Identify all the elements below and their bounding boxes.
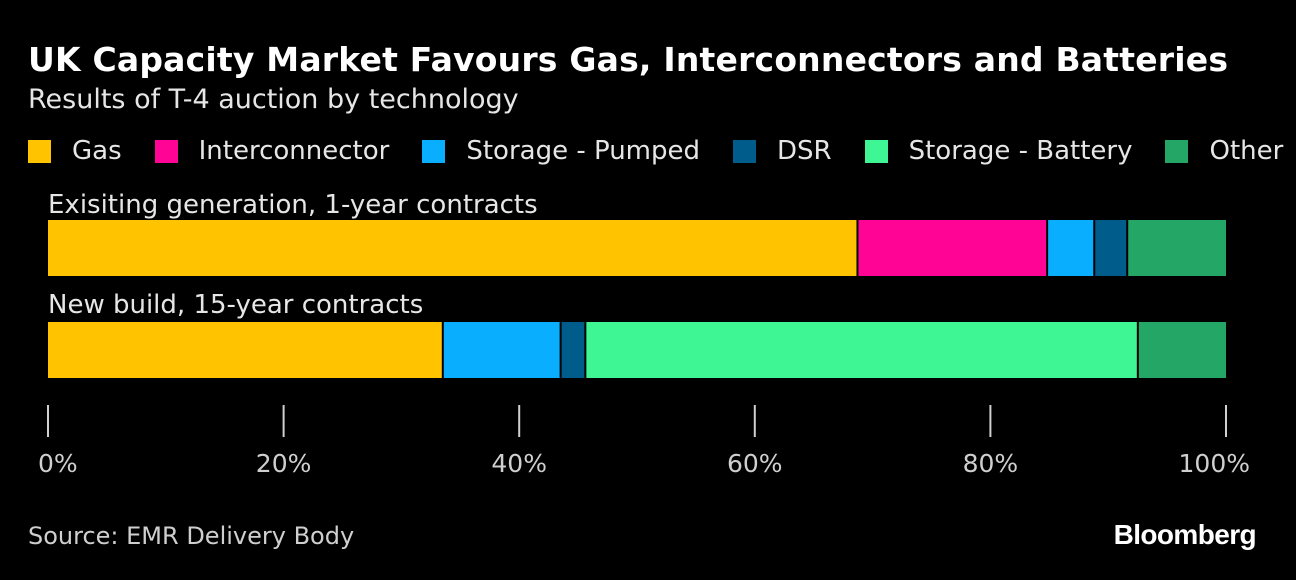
bar-segment-dsr-row-1 [1095,220,1127,276]
legend-label-storage-battery: Storage - Battery [908,136,1133,166]
legend-label-dsr: DSR [777,136,832,166]
bar-segment-interconnector-row-1 [858,220,1047,276]
legend-item-interconnector: Interconnector [154,136,390,166]
legend-swatch-dsr [733,139,757,163]
legend-item-storage-pumped: Storage - Pumped [422,136,700,166]
legend-item-other: Other [1165,136,1283,166]
legend-swatch-interconnector [154,139,178,163]
bloomberg-logo: Bloomberg [1113,519,1257,550]
legend-label-gas: Gas [72,136,122,166]
x-tick-label-0: 0% [38,449,78,478]
x-axis: 0% 20% 40% 60% 80% 100% [38,405,1250,478]
chart-title: UK Capacity Market Favours Gas, Intercon… [28,40,1229,79]
bar-segment-storage-pumped-row-2 [443,322,560,378]
category-label-existing: Exisiting generation, 1-year contracts [48,190,538,220]
bar-segment-storage-pumped-row-1 [1048,220,1094,276]
legend-item-dsr: DSR [733,136,832,166]
legend-item-gas: Gas [28,136,122,166]
legend-swatch-other [1165,139,1189,163]
x-tick-label-80: 80% [963,449,1019,478]
legend-item-storage-battery: Storage - Battery [864,136,1133,166]
x-tick-label-40: 40% [491,449,547,478]
bar-segment-gas-row-2 [48,322,442,378]
bar-segment-other-row-1 [1128,220,1226,276]
bar-segment-storage-battery-row-2 [586,322,1137,378]
bars-group [48,220,1226,378]
category-label-new-build: New build, 15-year contracts [48,290,424,320]
x-tick-label-60: 60% [727,449,783,478]
bar-segment-dsr-row-2 [561,322,585,378]
legend-label-interconnector: Interconnector [198,136,390,166]
legend-label-storage-pumped: Storage - Pumped [466,136,701,166]
bar-segment-other-row-2 [1138,322,1226,378]
bar-segment-gas-row-1 [48,220,857,276]
legend-swatch-storage-pumped [422,139,446,163]
x-tick-label-100: 100% [1179,449,1250,478]
source-note: Source: EMR Delivery Body [28,522,355,550]
legend-label-other: Other [1209,136,1284,166]
chart-subtitle: Results of T-4 auction by technology [28,84,519,115]
legend: Gas Interconnector Storage - Pumped DSR … [28,134,1283,168]
x-tick-label-20: 20% [256,449,312,478]
legend-swatch-storage-battery [864,139,888,163]
legend-swatch-gas [28,139,51,163]
